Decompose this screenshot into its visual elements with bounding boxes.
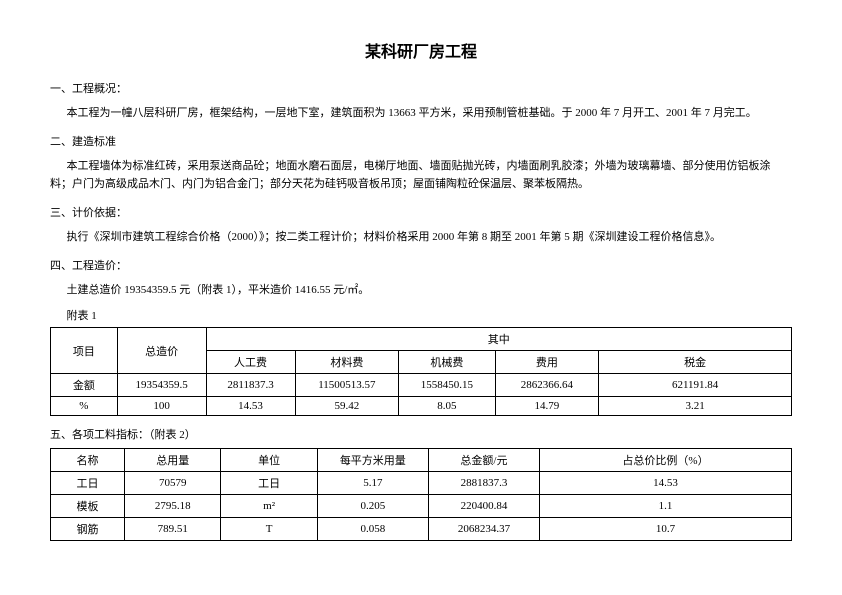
section-1-heading: 一、工程概况： [50,80,792,96]
td-cell: 钢筋 [51,518,125,541]
table-row: % 100 14.53 59.42 8.05 14.79 3.21 [51,397,792,416]
td-cell: 工日 [221,472,317,495]
th-total-use: 总用量 [125,449,221,472]
td-cell: 11500513.57 [295,374,399,397]
td-cell: T [221,518,317,541]
table-1-cost-summary: 项目 总造价 其中 人工费 材料费 机械费 费用 税金 金额 19354359.… [50,327,792,416]
attachment-1-label: 附表 1 [50,307,792,323]
td-cell: 8.05 [399,397,495,416]
th-fee: 费用 [495,351,599,374]
table-2-material-index: 名称 总用量 单位 每平方米用量 总金额/元 占总价比例（%） 工日 70579… [50,448,792,541]
td-cell: 14.53 [206,397,295,416]
table-row: 工日 70579 工日 5.17 2881837.3 14.53 [51,472,792,495]
td-cell: m² [221,495,317,518]
td-cell: 3.21 [599,397,792,416]
section-4-heading: 四、工程造价： [50,257,792,273]
td-cell: 1558450.15 [399,374,495,397]
td-cell: 1.1 [540,495,792,518]
td-cell: 2862366.64 [495,374,599,397]
td-cell: 70579 [125,472,221,495]
th-per-sqm: 每平方米用量 [317,449,428,472]
section-3-paragraph: 执行《深圳市建筑工程综合价格（2000）》；按二类工程计价；材料价格采用 200… [50,228,792,247]
td-cell: 2068234.37 [428,518,539,541]
section-1-paragraph: 本工程为一幢八层科研厂房，框架结构，一层地下室，建筑面积为 13663 平方米，… [50,104,792,123]
td-cell: 100 [117,397,206,416]
table-row: 项目 总造价 其中 [51,328,792,351]
td-cell: 金额 [51,374,118,397]
td-cell: 19354359.5 [117,374,206,397]
td-cell: 2811837.3 [206,374,295,397]
th-tax: 税金 [599,351,792,374]
table-row: 钢筋 789.51 T 0.058 2068234.37 10.7 [51,518,792,541]
section-4-paragraph: 土建总造价 19354359.5 元（附表 1），平米造价 1416.55 元/… [50,281,792,300]
th-amount: 总金额/元 [428,449,539,472]
table-row: 金额 19354359.5 2811837.3 11500513.57 1558… [51,374,792,397]
td-cell: % [51,397,118,416]
td-cell: 10.7 [540,518,792,541]
td-cell: 14.53 [540,472,792,495]
td-cell: 2881837.3 [428,472,539,495]
td-cell: 59.42 [295,397,399,416]
td-cell: 220400.84 [428,495,539,518]
section-3-heading: 三、计价依据： [50,204,792,220]
td-cell: 0.058 [317,518,428,541]
th-material: 材料费 [295,351,399,374]
th-machine: 机械费 [399,351,495,374]
table-row: 名称 总用量 单位 每平方米用量 总金额/元 占总价比例（%） [51,449,792,472]
th-project: 项目 [51,328,118,374]
table-row: 模板 2795.18 m² 0.205 220400.84 1.1 [51,495,792,518]
th-labor: 人工费 [206,351,295,374]
td-cell: 2795.18 [125,495,221,518]
section-2-heading: 二、建造标准 [50,133,792,149]
th-name: 名称 [51,449,125,472]
page-title: 某科研厂房工程 [50,38,792,62]
td-cell: 0.205 [317,495,428,518]
td-cell: 5.17 [317,472,428,495]
td-cell: 621191.84 [599,374,792,397]
td-cell: 工日 [51,472,125,495]
th-among: 其中 [206,328,791,351]
section-2-paragraph: 本工程墙体为标准红砖，采用泵送商品砼；地面水磨石面层，电梯厅地面、墙面贴抛光砖，… [50,157,792,194]
th-unit: 单位 [221,449,317,472]
td-cell: 789.51 [125,518,221,541]
th-ratio: 占总价比例（%） [540,449,792,472]
section-5-heading: 五、各项工料指标：（附表 2） [50,426,792,442]
td-cell: 模板 [51,495,125,518]
td-cell: 14.79 [495,397,599,416]
th-total: 总造价 [117,328,206,374]
